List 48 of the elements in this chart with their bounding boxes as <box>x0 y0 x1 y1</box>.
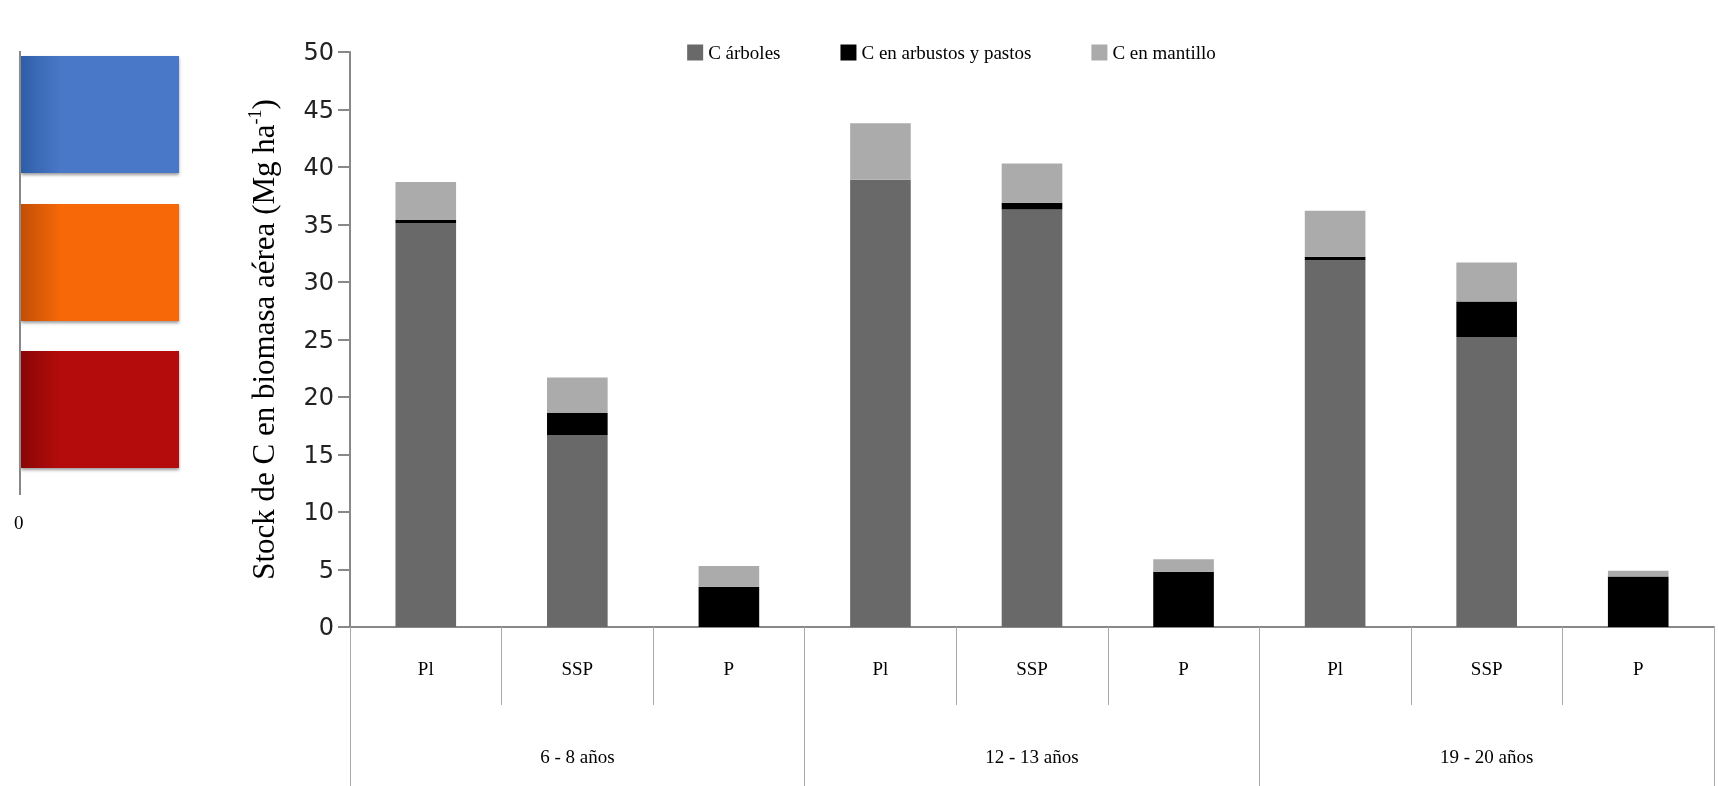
bar <box>850 123 911 180</box>
bar <box>1153 571 1214 627</box>
bar <box>850 179 911 627</box>
bar <box>547 413 608 435</box>
legend-label: C en arbustos y pastos <box>861 42 1032 63</box>
x-tick-label: P <box>1632 658 1644 679</box>
bar <box>395 181 457 220</box>
text: 19 - 20 años <box>1439 746 1534 767</box>
text: 6 - 8 años <box>540 746 615 767</box>
y-tick-label: 0 <box>318 613 334 641</box>
bar <box>1456 262 1517 302</box>
y-tick-label: 50 <box>303 38 334 66</box>
text: 12 - 13 años <box>985 746 1079 767</box>
bar <box>1456 301 1517 338</box>
x-tick-label: SSP <box>1470 658 1503 679</box>
y-tick-label: 30 <box>303 268 334 296</box>
legend-label: C en mantillo <box>1112 42 1216 63</box>
bar <box>547 377 608 414</box>
bar <box>698 566 760 587</box>
bar <box>1001 209 1063 627</box>
text: 0 <box>14 512 24 534</box>
y-tick-label: 10 <box>303 498 334 526</box>
bar <box>698 586 760 627</box>
y-tick-label: 15 <box>303 440 334 469</box>
x-tick-label: P <box>1178 658 1189 679</box>
x-tick-label: P <box>723 658 735 679</box>
bar <box>1001 163 1063 203</box>
bar <box>1153 559 1214 572</box>
y-axis-title: Stock de C en biomasa aérea (Mg ha-1) <box>245 99 281 580</box>
y-tick-label: 45 <box>303 95 334 124</box>
y-tick-label: 40 <box>303 153 334 181</box>
x-tick-label: Pl <box>1327 658 1344 679</box>
y-tick-label: 25 <box>303 325 334 354</box>
bar <box>1607 576 1669 627</box>
y-tick-label: 5 <box>318 555 334 584</box>
x-tick-label: Pl <box>417 658 434 679</box>
bar <box>1001 202 1063 210</box>
bar <box>1304 210 1366 257</box>
x-tick-label: Pl <box>872 658 889 679</box>
bar <box>1456 337 1517 627</box>
x-tick-label: SSP <box>1016 658 1048 679</box>
legend-label: C árboles <box>708 42 781 63</box>
x-tick-label: SSP <box>561 658 594 679</box>
bar <box>395 223 457 627</box>
y-tick-label: 20 <box>303 383 334 411</box>
bar <box>1304 260 1366 627</box>
bar <box>547 434 608 627</box>
y-tick-label: 35 <box>303 210 334 239</box>
